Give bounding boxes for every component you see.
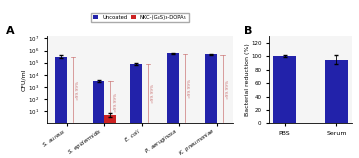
Text: >99.99%: >99.99% [113, 92, 117, 112]
Bar [93, 81, 104, 158]
Y-axis label: CFU/ml: CFU/ml [21, 69, 26, 91]
Bar [55, 57, 67, 158]
Bar [273, 56, 296, 123]
Text: A: A [6, 26, 14, 36]
Bar [104, 115, 116, 158]
Bar [167, 53, 179, 158]
Text: >99.99%: >99.99% [225, 79, 229, 99]
Bar [205, 54, 216, 158]
Text: >99.99%: >99.99% [150, 83, 154, 103]
Text: B: B [244, 26, 253, 36]
Legend: Uncoated, NKC-(G₄S)₃-DOPA₅: Uncoated, NKC-(G₄S)₃-DOPA₅ [91, 13, 189, 22]
Bar [130, 64, 142, 158]
Text: >99.99%: >99.99% [76, 80, 80, 100]
Bar [325, 60, 348, 123]
Y-axis label: Bacterial reduction (%): Bacterial reduction (%) [245, 43, 250, 116]
Text: >99.99%: >99.99% [188, 78, 192, 98]
